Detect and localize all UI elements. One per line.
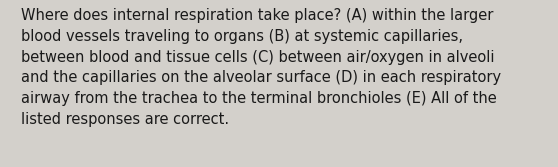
Text: Where does internal respiration take place? (A) within the larger
blood vessels : Where does internal respiration take pla… <box>21 8 501 127</box>
